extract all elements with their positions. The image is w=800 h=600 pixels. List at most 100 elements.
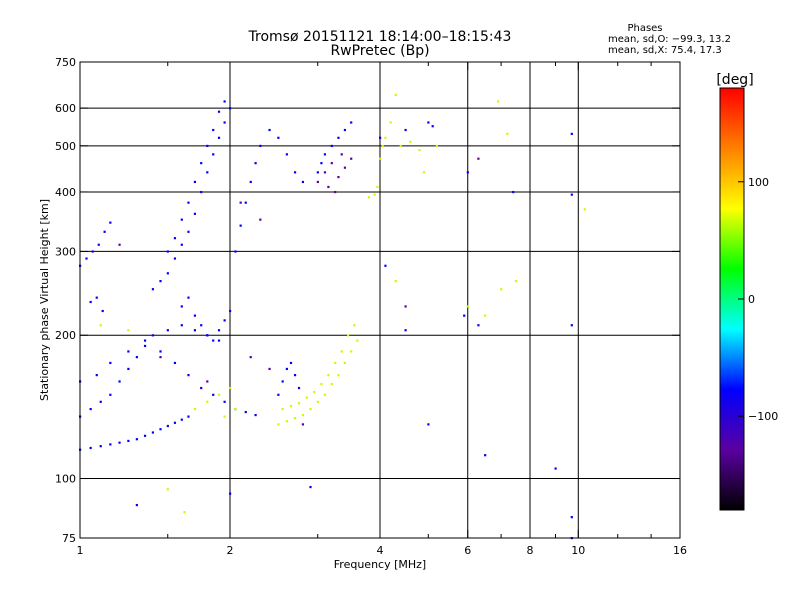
data-point-o — [200, 190, 203, 194]
data-point-o — [570, 193, 573, 196]
x-tick-label: 8 — [527, 544, 534, 557]
data-point-x — [285, 420, 288, 423]
data-point-o — [135, 438, 138, 441]
data-point-o — [217, 339, 221, 342]
data-point-o — [180, 418, 183, 421]
data-point-o — [217, 110, 221, 113]
data-point-o — [277, 393, 280, 396]
data-point-o — [193, 180, 197, 184]
data-point-x — [373, 193, 376, 196]
data-point-o — [285, 367, 288, 371]
data-point-o — [229, 107, 232, 110]
data-point-o — [187, 415, 190, 418]
y-tick-label: 400 — [55, 186, 76, 199]
colorbar-label: [deg] — [716, 72, 753, 88]
data-point-other — [323, 171, 327, 174]
data-point-o — [166, 272, 169, 275]
data-point-x — [334, 361, 337, 365]
data-point-o — [166, 250, 169, 253]
data-point-o — [217, 136, 221, 139]
data-point-o — [297, 386, 301, 390]
data-point-other — [340, 153, 343, 156]
data-point-o — [431, 125, 434, 128]
y-tick-label: 200 — [55, 329, 76, 342]
y-tick-label: 500 — [55, 140, 76, 153]
x-tick-label: 10 — [571, 544, 585, 557]
y-tick-label: 75 — [62, 532, 76, 545]
data-point-x — [323, 393, 327, 396]
data-point-o — [180, 324, 183, 327]
data-point-o — [285, 153, 288, 156]
chart-title: Tromsø 20151121 18:14:00–18:15:43 — [248, 29, 512, 45]
data-point-x — [484, 314, 487, 317]
data-point-other — [330, 162, 333, 165]
data-point-other — [477, 157, 480, 160]
data-point-x — [206, 400, 209, 403]
data-point-o — [159, 428, 162, 431]
data-point-o — [223, 400, 226, 403]
data-point-x — [394, 280, 397, 283]
data-point-x — [337, 374, 340, 377]
data-point-x — [381, 144, 384, 148]
data-point-o — [173, 361, 177, 365]
data-point-o — [151, 288, 155, 291]
data-point-x — [99, 324, 102, 327]
data-point-o — [193, 329, 197, 332]
data-point-o — [384, 264, 387, 267]
data-point-o — [293, 374, 297, 377]
data-point-x — [281, 407, 284, 411]
data-point-x — [409, 140, 412, 143]
data-point-o — [427, 121, 430, 124]
data-point-x — [193, 407, 197, 411]
y-tick-label: 600 — [55, 102, 76, 115]
data-point-o — [217, 329, 221, 332]
data-point-other — [343, 166, 347, 169]
data-point-o — [337, 136, 340, 139]
data-point-other — [159, 356, 162, 359]
data-point-x — [500, 288, 503, 291]
data-point-o — [463, 314, 466, 317]
data-point-o — [89, 407, 92, 411]
data-point-o — [570, 516, 573, 519]
data-point-o — [200, 324, 203, 327]
data-point-o — [180, 243, 183, 246]
data-point-o — [316, 171, 319, 174]
data-point-o — [301, 180, 305, 184]
data-point-o — [249, 180, 252, 184]
data-point-o — [180, 218, 183, 221]
data-point-o — [95, 296, 98, 299]
data-point-other — [337, 175, 340, 179]
data-point-o — [95, 374, 98, 377]
data-point-x — [305, 396, 308, 399]
phases-heading: Phases — [627, 23, 662, 34]
data-point-o — [187, 374, 190, 377]
data-point-o — [85, 257, 88, 260]
data-point-x — [217, 393, 221, 396]
data-point-other — [249, 356, 252, 359]
data-point-o — [289, 361, 293, 365]
phases-x-stats: mean, sd,X: 75.4, 17.3 — [608, 45, 722, 56]
data-point-x — [346, 334, 350, 337]
data-point-o — [97, 243, 100, 246]
data-point-x — [515, 280, 518, 283]
data-point-o — [293, 171, 297, 174]
data-point-o — [427, 423, 430, 426]
data-point-o — [166, 424, 169, 428]
data-point-o — [254, 162, 257, 165]
data-point-o — [193, 212, 197, 215]
data-point-o — [143, 344, 147, 348]
data-point-x — [350, 350, 353, 353]
data-point-o — [244, 201, 247, 204]
data-point-o — [466, 171, 469, 174]
data-point-o — [330, 144, 333, 148]
data-point-o — [223, 100, 226, 103]
data-point-x — [418, 148, 421, 152]
data-point-other — [404, 305, 407, 308]
data-point-x — [183, 511, 186, 514]
data-point-x — [297, 402, 301, 405]
data-point-o — [229, 309, 232, 313]
data-point-o — [187, 201, 190, 204]
data-point-o — [244, 410, 247, 414]
data-point-x — [506, 132, 509, 135]
